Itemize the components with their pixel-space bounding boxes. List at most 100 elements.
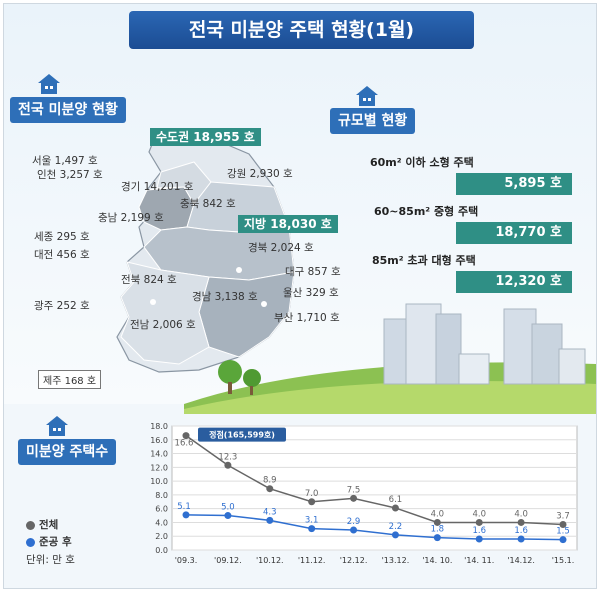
data-label: 4.0 bbox=[514, 509, 528, 519]
x-tick-label: '09.3. bbox=[175, 556, 198, 565]
data-label: 7.0 bbox=[305, 489, 319, 499]
data-point bbox=[433, 534, 441, 542]
region-gangwon: 강원 2,930 호 bbox=[227, 168, 293, 180]
data-label: 3.1 bbox=[305, 516, 319, 526]
data-point bbox=[308, 498, 316, 506]
x-tick-label: '09.12. bbox=[214, 556, 242, 565]
data-point bbox=[559, 521, 567, 529]
region-local-total: 지방 18,030 호 bbox=[238, 215, 338, 233]
data-point bbox=[475, 535, 483, 543]
y-tick-label: 4.0 bbox=[155, 518, 168, 527]
region-incheon: 인천 3,257 호 bbox=[37, 169, 103, 181]
data-label: 1.6 bbox=[472, 526, 486, 536]
data-point bbox=[517, 518, 525, 526]
region-seoul: 서울 1,497 호 bbox=[32, 155, 98, 167]
x-tick-label: '15.1. bbox=[552, 556, 575, 565]
region-jeju: 제주 168 호 bbox=[38, 370, 102, 389]
region-daegu: 대구 857 호 bbox=[285, 266, 341, 278]
data-point bbox=[224, 461, 232, 469]
unsold-housing-line-chart: 0.0 2.0 4.0 6.0 8.0 10.0 12.0 14.0 16.0 18.0 '09.3… bbox=[150, 422, 578, 565]
house-icon bbox=[38, 74, 60, 94]
plot-area bbox=[171, 425, 578, 551]
data-label: 2.9 bbox=[347, 517, 361, 527]
region-gwangju: 광주 252 호 bbox=[34, 300, 90, 312]
y-tick-label: 2.0 bbox=[155, 532, 168, 541]
legend-after-dot bbox=[26, 537, 35, 547]
region-sejong: 세종 295 호 bbox=[34, 231, 90, 243]
data-label: 4.3 bbox=[263, 507, 277, 517]
data-point bbox=[266, 516, 274, 524]
data-label: 16.6 bbox=[175, 439, 194, 449]
x-tick-label: '10.12. bbox=[256, 556, 284, 565]
region-jeonbuk: 전북 824 호 bbox=[121, 274, 177, 286]
region-gyeongnam: 경남 3,138 호 bbox=[192, 291, 258, 303]
data-label: 2.2 bbox=[389, 522, 403, 532]
y-tick-label: 16.0 bbox=[150, 436, 168, 445]
size-large-value: 12,320 호 bbox=[456, 271, 572, 293]
size-small-value: 5,895 호 bbox=[456, 173, 572, 195]
x-tick-label: '13.12. bbox=[382, 556, 410, 565]
y-tick-label: 6.0 bbox=[155, 505, 168, 514]
data-label: 3.7 bbox=[556, 512, 570, 522]
data-label: 1.5 bbox=[556, 527, 570, 537]
data-point bbox=[182, 511, 190, 519]
section-national: 전국 미분양 현황 bbox=[10, 97, 126, 123]
x-tick-label: '14. 10. bbox=[422, 556, 452, 565]
legend-after-label: 준공 후 bbox=[39, 536, 72, 548]
region-gyeonggi: 경기 14,201 호 bbox=[121, 181, 194, 193]
data-point bbox=[350, 526, 358, 534]
data-label: 4.0 bbox=[431, 509, 445, 519]
data-label: 1.8 bbox=[431, 525, 445, 535]
y-tick-label: 14.0 bbox=[150, 450, 168, 459]
data-label: 6.1 bbox=[389, 495, 403, 505]
y-tick-label: 18.0 bbox=[150, 422, 168, 431]
data-point bbox=[475, 518, 483, 526]
data-label: 5.0 bbox=[221, 503, 235, 513]
data-label: 8.9 bbox=[263, 476, 277, 486]
section-count: 미분양 주택수 bbox=[18, 439, 117, 465]
data-point bbox=[224, 512, 232, 520]
series-line bbox=[185, 514, 564, 541]
region-jeonnam: 전남 2,006 호 bbox=[130, 319, 196, 331]
data-label: 7.5 bbox=[347, 485, 361, 495]
house-icon bbox=[46, 416, 68, 436]
region-busan: 부산 1,710 호 bbox=[274, 312, 340, 324]
data-label: 12.3 bbox=[218, 452, 237, 462]
korea-map bbox=[116, 132, 295, 373]
skyline-illustration bbox=[184, 303, 596, 414]
data-label: 5.1 bbox=[177, 502, 191, 512]
data-point bbox=[433, 518, 441, 526]
data-point bbox=[308, 525, 316, 533]
legend-total-label: 전체 bbox=[39, 519, 59, 531]
region-chungnam: 충남 2,199 호 bbox=[98, 212, 164, 224]
region-capital-total: 수도권 18,955 호 bbox=[150, 128, 261, 146]
section-by-size: 규모별 현황 bbox=[330, 108, 416, 134]
data-point bbox=[266, 485, 274, 493]
data-point bbox=[182, 432, 190, 440]
region-chungbuk: 충북 842 호 bbox=[180, 198, 236, 210]
size-medium-value: 18,770 호 bbox=[456, 222, 572, 244]
x-tick-label: '14.12. bbox=[507, 556, 535, 565]
legend-total: 전체 bbox=[26, 517, 58, 532]
x-tick-label: '14. 11. bbox=[464, 556, 494, 565]
peak-annotation-box bbox=[198, 427, 286, 442]
data-point bbox=[517, 535, 525, 543]
x-tick-label: '12.12. bbox=[340, 556, 368, 565]
series-line bbox=[185, 435, 564, 526]
peak-annotation-label: 정점(165,599호) bbox=[209, 430, 275, 440]
legend-total-dot bbox=[26, 520, 35, 530]
data-point bbox=[350, 494, 358, 502]
infographic: 전국 미분양 주택 현황(1월) 전국 미분양 현황 수도권 18,955 호 … bbox=[3, 3, 597, 589]
legend-after: 준공 후 bbox=[26, 534, 72, 549]
x-tick-label: '11.12. bbox=[298, 556, 326, 565]
unit-label: 단위: 만 호 bbox=[26, 554, 75, 566]
size-medium-label: 60~85m² 중형 주택 bbox=[374, 205, 479, 218]
y-tick-label: 8.0 bbox=[155, 491, 168, 500]
data-point bbox=[559, 536, 567, 544]
data-point bbox=[391, 531, 399, 539]
y-tick-label: 10.0 bbox=[150, 477, 168, 486]
size-small-label: 60m² 이하 소형 주택 bbox=[370, 156, 474, 169]
region-daejeon: 대전 456 호 bbox=[34, 249, 90, 261]
page-title: 전국 미분양 주택 현황(1월) bbox=[129, 11, 474, 49]
data-point bbox=[391, 504, 399, 512]
